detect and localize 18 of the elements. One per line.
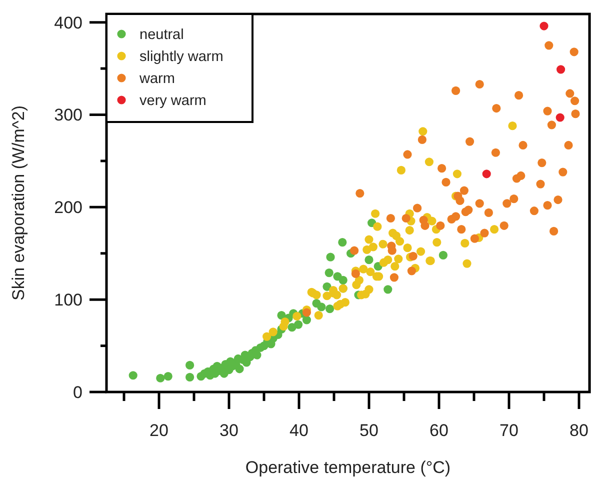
y-tick-label: 200 [54, 198, 82, 218]
x-tick-label: 60 [430, 421, 448, 440]
x-tick-label: 80 [570, 421, 588, 440]
y-tick-label: 100 [54, 290, 82, 310]
legend-label: warm [138, 71, 175, 88]
x-tick-label: 70 [500, 421, 518, 440]
x-tick-label: 50 [360, 421, 378, 440]
x-tick-label: 40 [290, 421, 308, 440]
x-axis-title: Operative temperature (°C) [245, 458, 451, 477]
legend-label: very warm [140, 93, 206, 110]
legend-label: neutral [140, 27, 184, 44]
legend-label: slightly warm [140, 49, 224, 66]
x-tick-label: 20 [150, 421, 168, 440]
y-tick-label: 300 [54, 106, 82, 125]
x-tick-label: 30 [220, 421, 238, 440]
y-tick-label: 0 [73, 382, 82, 402]
y-tick-label: 400 [54, 13, 82, 32]
y-axis-title: Skin evaporation (W/m^2) [9, 105, 28, 301]
